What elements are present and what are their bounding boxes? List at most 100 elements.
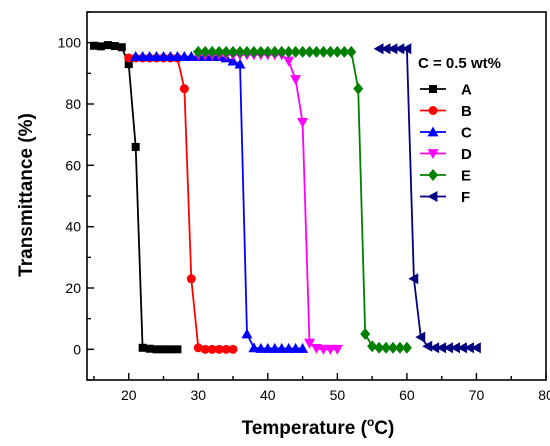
series-b-point <box>200 344 210 354</box>
legend-swatch-marker <box>427 191 438 202</box>
series-a-point <box>138 343 147 352</box>
series-e-point <box>311 45 322 58</box>
series-e-point <box>228 45 239 58</box>
series-c-point <box>158 50 169 61</box>
series-e-point <box>374 341 385 354</box>
series-d-point <box>290 75 302 85</box>
series-a-point <box>152 345 161 354</box>
series-f-point <box>380 43 391 55</box>
series-b-point <box>186 274 196 284</box>
series-a-point <box>145 344 154 353</box>
series-e-point <box>318 45 329 58</box>
x-axis-title: Temperature (oC) <box>242 415 395 439</box>
x-tick-label: 70 <box>469 387 485 403</box>
series-c-point <box>297 342 309 353</box>
series-f-point <box>415 331 426 343</box>
series-e-point <box>346 45 357 58</box>
series-e-point <box>325 45 336 58</box>
y-tick-label: 60 <box>65 157 81 173</box>
legend-item-e: E <box>420 168 471 185</box>
legend-label-c: C <box>461 125 472 142</box>
series-e-point <box>297 45 308 58</box>
series-f-point <box>422 340 433 352</box>
series-c-point <box>290 342 302 353</box>
series-e-point <box>367 340 378 353</box>
legend-label-b: B <box>461 103 472 120</box>
series-b-point <box>179 84 189 94</box>
series-e-point <box>200 45 211 58</box>
x-tick-label: 50 <box>330 387 346 403</box>
series-c-point <box>164 50 176 61</box>
series-e-point <box>241 45 252 58</box>
series-e-point <box>360 328 371 340</box>
series-a-point <box>131 142 140 151</box>
legend-item-a: A <box>420 82 472 99</box>
series-d-point <box>317 344 329 355</box>
series-b-point <box>207 344 217 354</box>
series-e-point <box>401 341 412 354</box>
x-tick-label: 30 <box>190 387 206 403</box>
y-axis-title: Transmittance (%) <box>16 113 37 277</box>
series-e-point <box>255 45 266 58</box>
series-e-point <box>394 341 405 354</box>
series-e-point <box>276 45 287 58</box>
series-b-point <box>193 343 203 353</box>
series-e-line <box>198 51 407 349</box>
series-e-point <box>283 45 294 58</box>
series-c-point <box>255 342 267 353</box>
series-a-line <box>93 44 178 351</box>
series-e-point <box>214 45 225 58</box>
series-f-point <box>436 342 447 354</box>
series-c-point <box>151 50 163 61</box>
series-c-line <box>135 55 303 350</box>
series-e-point <box>332 45 343 58</box>
series-b-point <box>221 344 231 354</box>
series-d-point <box>331 344 343 355</box>
series-a-point <box>96 42 105 51</box>
series-a-point <box>124 60 133 69</box>
legend-swatch-marker <box>428 169 438 181</box>
series-a-point <box>166 345 175 354</box>
series-e-point <box>388 341 398 354</box>
series-a-point <box>110 42 119 51</box>
x-axis: 20 30 40 50 60 70 80 <box>93 373 550 403</box>
series-f-point <box>394 43 405 55</box>
series-e-point <box>269 45 280 58</box>
series-c-point <box>262 342 274 353</box>
series-c-point <box>227 55 239 66</box>
series-a-point <box>89 41 98 50</box>
series-d-point <box>304 338 316 349</box>
series-f-point <box>401 43 412 55</box>
series-c-point <box>130 50 142 61</box>
series-e-point <box>339 45 350 58</box>
series-b-point <box>214 344 224 354</box>
series-e-point <box>221 45 232 58</box>
series-c-point <box>171 50 183 61</box>
series-f-point <box>450 342 460 354</box>
x-tick-label: 80 <box>538 387 550 403</box>
series-d-point <box>324 344 336 355</box>
legend-label-e: E <box>461 168 471 185</box>
legend-item-d: D <box>420 146 472 163</box>
series-b-line <box>128 57 233 351</box>
series-d-point <box>283 56 295 67</box>
x-tick-label: 60 <box>399 387 415 403</box>
x-tick-label: 20 <box>121 387 137 403</box>
series-f <box>373 43 481 354</box>
series-e-point <box>235 45 245 58</box>
series-c-point <box>269 342 281 353</box>
series-e-point <box>353 82 364 95</box>
legend-item-c: C <box>420 125 472 142</box>
y-tick-label: 20 <box>65 280 81 296</box>
series-c-point <box>185 50 197 61</box>
legend-swatch-marker <box>427 149 439 159</box>
series-c-point <box>283 342 295 353</box>
legend-item-b: B <box>420 103 472 120</box>
legend-label-f: F <box>461 189 470 206</box>
series-f-point <box>464 342 474 354</box>
series-f-point <box>408 273 419 285</box>
series-f-point <box>387 43 398 55</box>
series-c-point <box>248 342 260 353</box>
plot-area <box>86 11 547 381</box>
